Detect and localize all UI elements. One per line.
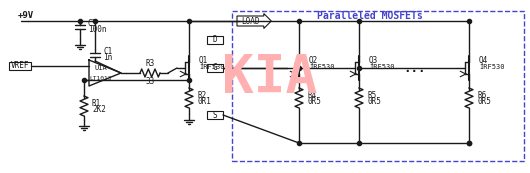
Text: R5: R5 [367,90,376,99]
Text: LT1013: LT1013 [90,75,112,80]
Text: IRF530: IRF530 [479,64,505,70]
Text: Q1: Q1 [199,56,208,65]
Text: Q3: Q3 [369,56,378,65]
Text: R4: R4 [307,90,316,99]
Text: 0R5: 0R5 [307,98,321,107]
Text: C1: C1 [103,47,112,56]
Text: U1A: U1A [95,65,108,71]
Text: S: S [213,111,217,120]
Text: 0R5: 0R5 [367,98,381,107]
Text: R3: R3 [145,60,155,69]
Text: G: G [213,63,217,72]
Text: R1: R1 [92,98,101,107]
Text: Paralleled MOSFETs: Paralleled MOSFETs [317,11,423,21]
Text: KIA: KIA [223,52,317,104]
FancyBboxPatch shape [207,64,223,72]
Text: 0R5: 0R5 [477,98,491,107]
Text: 1n: 1n [103,52,112,61]
Text: R2: R2 [197,90,206,99]
FancyBboxPatch shape [207,36,223,44]
Text: IRF530: IRF530 [199,64,225,70]
FancyBboxPatch shape [9,62,31,70]
Text: 33: 33 [145,78,155,86]
Text: +9V: +9V [18,11,34,20]
Text: Q2: Q2 [309,56,318,65]
Text: 100n: 100n [88,25,107,34]
Text: 2K2: 2K2 [92,106,106,115]
Text: ...: ... [404,61,426,75]
Text: VREF: VREF [11,61,29,71]
Text: R6: R6 [477,90,486,99]
Text: IRF530: IRF530 [369,64,394,70]
Text: 0R1: 0R1 [197,98,211,107]
Text: LOAD: LOAD [242,16,260,25]
Text: D: D [213,35,217,44]
Text: IRF530: IRF530 [309,64,334,70]
Text: Q4: Q4 [479,56,488,65]
FancyBboxPatch shape [207,111,223,119]
Text: C3: C3 [88,19,97,28]
FancyBboxPatch shape [237,13,271,29]
